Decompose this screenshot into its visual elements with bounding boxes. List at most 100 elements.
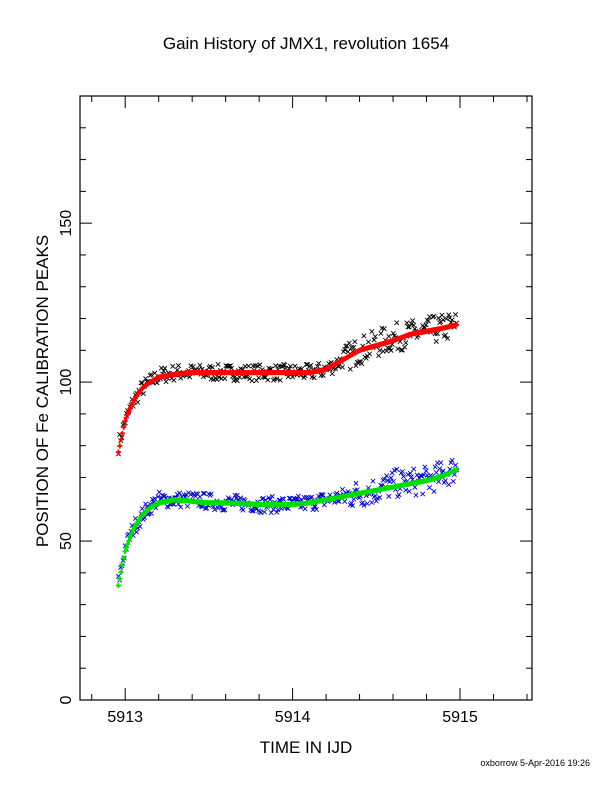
data-point: [163, 379, 169, 385]
data-point: [277, 377, 283, 383]
data-point: [278, 506, 284, 512]
data-point: [143, 501, 149, 507]
data-point: [423, 468, 429, 474]
data-point: [394, 466, 400, 472]
data-point: [352, 339, 358, 345]
y-tick-label: 50: [58, 532, 75, 550]
data-point: [342, 347, 348, 353]
data-point: [286, 495, 292, 501]
data-point: [171, 377, 177, 383]
data-point: [209, 364, 215, 370]
data-point: [215, 361, 221, 367]
data-point: [234, 492, 240, 498]
fit-point: [125, 412, 131, 418]
fit-point: [126, 409, 132, 415]
data-point: [263, 497, 269, 503]
data-point: [253, 506, 260, 512]
data-point: [342, 498, 348, 504]
data-point: [148, 372, 154, 378]
data-point: [222, 507, 228, 513]
data-point: [190, 364, 196, 370]
data-point: [303, 362, 309, 368]
y-tick-label: 150: [58, 210, 75, 237]
data-point: [246, 363, 252, 369]
data-point: [177, 490, 183, 496]
data-point: [369, 499, 375, 506]
data-point: [395, 346, 401, 352]
data-point: [197, 362, 203, 368]
data-point: [381, 476, 387, 482]
data-marks: [115, 311, 460, 589]
data-point: [161, 368, 167, 374]
data-point: [249, 508, 255, 514]
footer-timestamp: oxborrow 5-Apr-2016 19:26: [480, 758, 590, 768]
y-tick-label: 100: [58, 369, 75, 396]
data-point: [313, 506, 319, 512]
x-tick-label: 5914: [275, 709, 311, 726]
data-point: [199, 504, 205, 510]
data-point: [411, 322, 417, 328]
data-point: [312, 504, 318, 510]
data-point: [436, 315, 442, 321]
data-point: [281, 496, 287, 502]
data-point: [316, 360, 322, 366]
data-point: [442, 332, 448, 338]
fit-point: [123, 544, 129, 551]
data-point: [453, 311, 459, 318]
series-3: [115, 466, 460, 589]
data-point: [425, 318, 431, 324]
data-point: [311, 375, 317, 381]
x-tick-label: 5915: [442, 709, 478, 726]
data-point: [404, 320, 410, 326]
data-point: [403, 487, 409, 493]
fit-point: [127, 406, 133, 412]
data-point: [350, 503, 356, 509]
y-axis-label: POSITION OF Fe CALIBRATION PEAKS: [33, 235, 52, 547]
data-point: [396, 492, 402, 498]
data-point: [364, 501, 370, 507]
x-axis-label: TIME IN IJD: [259, 738, 353, 757]
fit-point: [117, 576, 123, 582]
data-point: [290, 374, 296, 380]
fit-point: [122, 418, 128, 424]
data-point: [256, 375, 262, 381]
data-point: [437, 466, 443, 472]
axis-ticks: [80, 95, 532, 701]
data-point: [250, 508, 256, 514]
data-point: [431, 313, 437, 319]
fit-point: [119, 562, 126, 568]
data-point: [370, 478, 376, 484]
data-point: [174, 492, 180, 498]
data-point: [427, 485, 433, 491]
data-point: [432, 464, 438, 470]
data-point: [302, 506, 308, 512]
data-point: [139, 506, 145, 512]
data-point: [449, 317, 455, 323]
data-point: [406, 324, 412, 330]
data-point: [315, 364, 321, 370]
tick-labels: 5913 5914 5915 0 50 100 150: [58, 210, 478, 726]
data-point: [249, 378, 255, 384]
data-point: [412, 484, 418, 490]
fit-point: [125, 541, 131, 547]
data-point: [170, 363, 176, 369]
data-point: [438, 460, 444, 466]
data-point: [318, 373, 324, 379]
data-point: [218, 504, 224, 510]
data-point: [439, 312, 445, 318]
data-point: [381, 326, 387, 332]
data-point: [203, 505, 209, 511]
data-point: [285, 374, 291, 380]
data-point: [162, 365, 168, 371]
data-point: [365, 339, 371, 345]
x-tick-label: 5913: [107, 709, 143, 726]
data-point: [422, 464, 428, 470]
data-point: [295, 493, 301, 499]
data-point: [361, 333, 367, 339]
fit-point: [130, 527, 136, 533]
fit-point: [128, 531, 135, 537]
data-point: [351, 496, 357, 502]
data-point: [287, 363, 293, 369]
data-point: [369, 329, 375, 335]
